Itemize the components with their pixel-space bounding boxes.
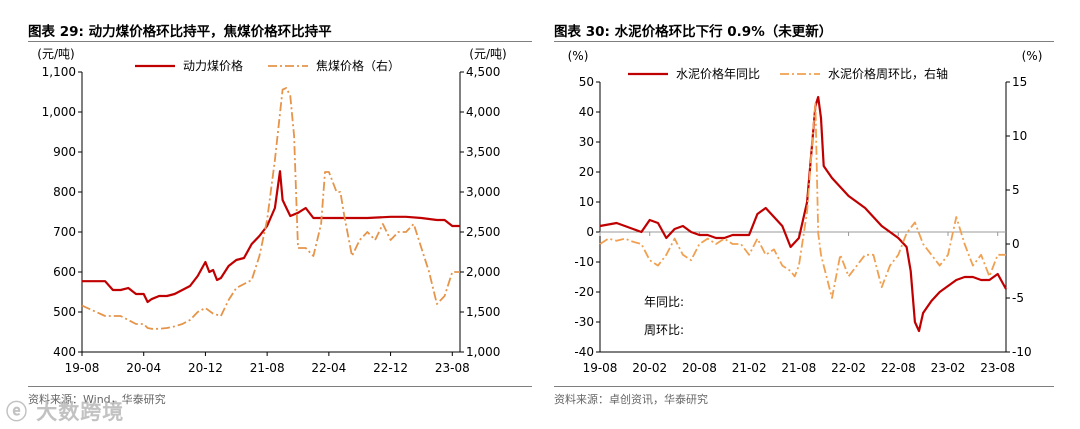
source-rule — [554, 386, 1054, 387]
title-rule — [28, 41, 532, 42]
annotation-label: 年同比: — [644, 295, 684, 309]
left-tick-label: 40 — [579, 105, 594, 119]
x-tick-label: 23-02 — [931, 361, 966, 375]
left-tick-label: 0 — [586, 225, 594, 239]
right-tick-label: 3,500 — [466, 145, 500, 159]
left-tick-label: 500 — [53, 305, 76, 319]
right-tick-label: 2,500 — [466, 225, 500, 239]
right-tick-label: 15 — [1012, 75, 1027, 89]
chart-panel-coal: 图表 29: 动力煤价格环比持平，焦煤价格环比持平 1,100 1,000 900 8… — [28, 24, 532, 406]
right-tick-label: 4,000 — [466, 105, 500, 119]
right-tick-label: -10 — [1012, 345, 1032, 359]
left-tick-label: 30 — [579, 135, 594, 149]
x-tick-label: 19-08 — [65, 361, 100, 375]
x-tick-label: 20-02 — [632, 361, 667, 375]
left-tick-label: 1,100 — [42, 65, 76, 79]
left-tick-label: 20 — [579, 165, 594, 179]
left-tick-label: 900 — [53, 145, 76, 159]
x-tick-label: 22-12 — [373, 361, 408, 375]
right-tick-label: 1,500 — [466, 305, 500, 319]
left-tick-label: -10 — [574, 255, 594, 269]
legend-label-2: 水泥价格周环比，右轴 — [828, 66, 948, 81]
chart-panel-cement: 图表 30: 水泥价格环比下行 0.9%（未更新） 50 40 30 20 10 0 -10… — [548, 0, 1080, 429]
left-tick-label: 700 — [53, 225, 76, 239]
x-tick-label: 22-04 — [311, 361, 346, 375]
right-tick-label: 1,000 — [466, 345, 500, 359]
legend-label-1: 水泥价格年同比 — [676, 66, 760, 81]
right-tick-label: 2,000 — [466, 265, 500, 279]
right-tick-label: 3,000 — [466, 185, 500, 199]
left-tick-label: 400 — [53, 345, 76, 359]
left-axis-unit: (元/吨) — [37, 47, 74, 61]
right-tick-label: 10 — [1012, 129, 1027, 143]
left-axis-unit: (%) — [568, 49, 589, 63]
series-line-1 — [599, 95, 1007, 333]
left-tick-label: -30 — [574, 315, 594, 329]
x-tick-label: 20-04 — [126, 361, 161, 375]
x-tick-label: 23-08 — [435, 361, 470, 375]
x-tick-label: 20-08 — [682, 361, 717, 375]
x-tick-label: 23-08 — [980, 361, 1015, 375]
annotation-label: 周环比: — [644, 323, 684, 337]
left-tick-label: -40 — [574, 345, 594, 359]
left-tick-label: -20 — [574, 285, 594, 299]
title-rule — [554, 41, 1054, 42]
right-tick-label: 0 — [1012, 237, 1020, 251]
left-tick-label: 50 — [579, 75, 594, 89]
legend-label-1: 动力煤价格 — [183, 58, 243, 73]
x-tick-label: 22-08 — [881, 361, 916, 375]
x-tick-label: 19-08 — [583, 361, 618, 375]
x-tick-label: 22-02 — [831, 361, 866, 375]
x-tick-label: 21-08 — [781, 361, 816, 375]
chart-title: 图表 29: 动力煤价格环比持平，焦煤价格环比持平 — [28, 24, 332, 40]
right-axis-unit: (元/吨) — [469, 47, 506, 61]
right-axis-unit: (%) — [1022, 49, 1043, 63]
x-tick-label: 20-12 — [188, 361, 223, 375]
series-line-2 — [81, 87, 460, 330]
chart-title: 图表 30: 水泥价格环比下行 0.9%（未更新） — [554, 24, 833, 40]
source-note: 资料来源：Wind，华泰研究 — [28, 393, 166, 406]
left-tick-label: 10 — [579, 195, 594, 209]
source-note: 资料来源：卓创资讯，华泰研究 — [554, 393, 708, 406]
right-tick-label: 5 — [1012, 183, 1020, 197]
x-tick-label: 21-02 — [732, 361, 767, 375]
series-line-1 — [82, 170, 460, 304]
legend-label-2: 焦煤价格（右） — [316, 58, 400, 73]
x-tick-label: 21-08 — [250, 361, 285, 375]
watermark-logo: ⓔ 大数跨境 — [6, 400, 125, 424]
left-tick-label: 800 — [53, 185, 76, 199]
source-rule — [28, 386, 532, 387]
right-tick-label: 4,500 — [466, 65, 500, 79]
left-tick-label: 1,000 — [42, 105, 76, 119]
right-tick-label: -5 — [1012, 291, 1024, 305]
left-tick-label: 600 — [53, 265, 76, 279]
coal-price-chart: 1,100 1,000 900 800 700 600 500 400 4,500 4,000 3,… — [37, 47, 506, 375]
series-line-2 — [599, 102, 1006, 299]
